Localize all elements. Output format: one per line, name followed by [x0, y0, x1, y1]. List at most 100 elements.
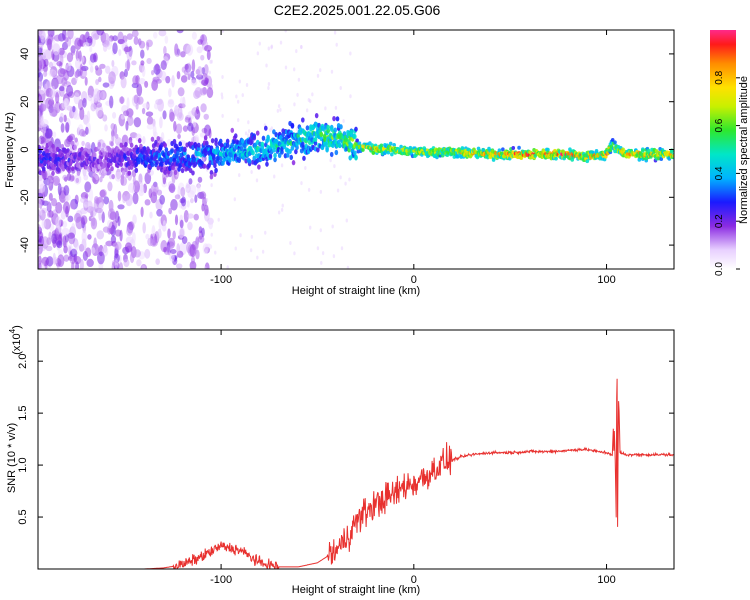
spectrogram-cell: [182, 125, 188, 132]
spectrogram-cell: [162, 110, 167, 120]
spectrogram-cell: [300, 45, 303, 50]
spectrogram-cell: [82, 42, 90, 48]
spectrogram-cell: [169, 248, 177, 254]
spectrogram-cell: [101, 211, 105, 224]
spectrogram-cell: [45, 87, 53, 98]
spectrogram-cell: [131, 30, 139, 38]
spectrogram-cell: [149, 211, 153, 219]
spectrogram-cell: [70, 140, 75, 146]
spectrogram-cell: [205, 140, 209, 146]
spectrogram-cell: [183, 147, 187, 153]
spectrogram-cell: [273, 157, 277, 163]
spectrogram-cell: [79, 259, 84, 269]
spectrogram-cell: [69, 200, 76, 210]
spectrogram-cell: [546, 147, 550, 152]
spectrogram-cell: [117, 204, 125, 210]
spectrogram-cell: [214, 250, 217, 255]
spectrogram-cell: [41, 219, 46, 229]
spectrogram-cell: [290, 122, 295, 128]
spectrogram-x-ticks: -100 0 100: [210, 30, 616, 286]
spectrogram-cell: [75, 261, 80, 269]
spectrogram-cell: [87, 35, 93, 44]
spectrogram-cell: [277, 152, 282, 158]
spectrogram-cell: [97, 141, 102, 148]
spectrogram-cell: [333, 127, 337, 133]
spectrogram-cell: [87, 94, 92, 102]
spectrogram-cell: [189, 184, 197, 195]
spectrogram-cell: [139, 143, 143, 149]
spectrogram-cell: [203, 135, 208, 141]
spectrogram-cell: [277, 104, 281, 109]
spectrogram-cell: [304, 166, 307, 171]
spectrogram-cell: [314, 113, 319, 119]
spectrogram-cell: [113, 123, 118, 137]
spectrogram-cell: [324, 106, 327, 111]
spectrogram-cell: [96, 230, 105, 240]
spectrogram-cell: [206, 74, 210, 79]
spectrogram-cell: [124, 60, 131, 70]
spectrogram-cell: [57, 254, 65, 267]
spectrogram-cell: [185, 183, 191, 194]
spectrogram-cell: [204, 249, 208, 254]
spectrogram-cell: [188, 178, 193, 185]
spectrogram-cell: [326, 124, 331, 130]
spectrogram-cell: [319, 189, 323, 194]
spectrogram-cell: [63, 176, 68, 182]
spectrogram-cell: [55, 216, 62, 228]
spectrogram-cell: [141, 107, 146, 115]
spectrogram-cell: [85, 126, 89, 135]
spectrogram-cell: [61, 41, 69, 51]
spectrogram-cell: [110, 166, 114, 172]
spectrogram-cell: [181, 236, 188, 244]
spectrogram-cell: [189, 244, 197, 258]
spectrogram-cell: [497, 148, 502, 153]
spectrogram-cell: [345, 218, 348, 223]
spectrogram-cell: [301, 117, 305, 123]
spectrogram-cell: [171, 165, 176, 171]
spectrogram-cell: [87, 148, 91, 154]
figure-title: C2E2.2025.001.22.05.G06: [274, 2, 441, 18]
spectrogram-cell: [95, 101, 103, 108]
spectrogram-cell: [209, 145, 214, 151]
spectrogram-cell: [250, 169, 253, 174]
spectrogram-cell: [125, 120, 129, 131]
spectrogram-cell: [176, 243, 180, 255]
spectrogram-cell: [187, 122, 194, 132]
spectrogram-cell: [121, 170, 126, 176]
spectrogram-cell: [79, 63, 83, 76]
spectrogram-cell: [140, 60, 145, 66]
spectrogram-cell: [256, 255, 259, 260]
spectrogram-cell: [137, 96, 144, 105]
spectrogram-cell: [87, 144, 91, 150]
spectrogram-cell: [162, 220, 167, 231]
y-tick-label: 40: [19, 48, 31, 60]
spectrogram-cell: [260, 141, 265, 147]
spectrogram-cell: [59, 112, 65, 124]
colorbar: 0.0 0.2 0.4 0.6 0.8 Normalized spectral ampl…: [710, 30, 750, 276]
spectrogram-cell: [73, 113, 81, 120]
spectrogram-cell: [74, 58, 81, 70]
spectrogram-cell: [133, 36, 139, 45]
spectrogram-cell: [146, 57, 152, 65]
spectrogram-cell: [140, 206, 144, 218]
spectrogram-cell: [247, 158, 252, 164]
spectrogram-cell: [156, 208, 163, 217]
spectrogram-cell: [155, 78, 162, 84]
spectrogram-cell: [267, 46, 270, 51]
spectrogram-cell: [236, 99, 240, 104]
spectrogram-cell: [193, 134, 200, 144]
spectrogram-cell: [89, 46, 93, 53]
spectrogram-cell: [118, 96, 125, 104]
x-tick-label: -100: [210, 574, 232, 586]
x-tick-label: 0: [411, 274, 417, 286]
spectrogram-cell: [203, 150, 208, 157]
spectrogram-cell: [127, 170, 132, 176]
spectrogram-cell: [49, 109, 58, 117]
spectrogram-cell: [92, 151, 97, 158]
spectrogram-cell: [292, 67, 296, 72]
spectrogram-cell: [332, 116, 336, 122]
spectrogram-cell: [339, 124, 343, 130]
spectrogram-cell: [198, 226, 203, 234]
spectrogram-cell: [187, 73, 191, 81]
spectrogram-cell: [174, 48, 181, 57]
